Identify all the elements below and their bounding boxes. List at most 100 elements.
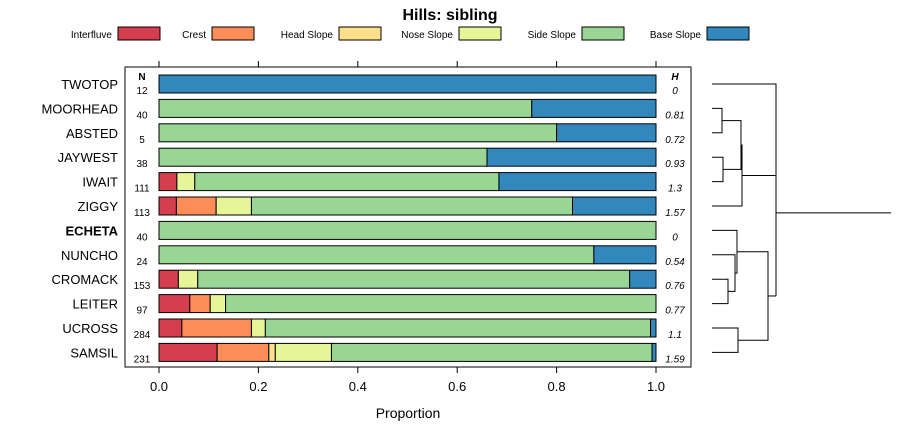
dendro-jaywest-iwait [712, 156, 724, 183]
bar-segment-6-4 [158, 220, 657, 240]
h-column-header: H [671, 72, 679, 83]
bar-segment-3-5 [486, 147, 657, 167]
row-label-8: CROMACK [52, 272, 119, 287]
bar-segment-1-5 [531, 98, 657, 118]
legend-label-2: Head Slope [281, 30, 334, 41]
dendro-cromack-leiter [712, 278, 729, 305]
dendro-group-a [722, 120, 742, 170]
legend-swatch-1 [211, 26, 255, 41]
row-label-6: ECHETA [66, 223, 119, 238]
bar-segment-8-4 [197, 269, 631, 289]
row-n-3: 38 [136, 159, 148, 170]
bar-segment-9-3 [209, 294, 227, 314]
bar-segment-9-4 [225, 294, 657, 314]
bar-segment-8-0 [158, 269, 179, 289]
bar-segment-10-5 [650, 318, 657, 338]
bar-segment-5-0 [158, 196, 177, 216]
bar-segment-5-5 [572, 196, 657, 216]
x-tick-label-3: 0.6 [448, 379, 466, 394]
legend-label-3: Nose Slope [401, 30, 453, 41]
x-axis-title: Proportion [376, 405, 441, 421]
row-n-6: 40 [136, 232, 148, 243]
x-tick-label-4: 0.8 [548, 379, 566, 394]
dendro-nuncho [712, 254, 736, 292]
dendro-group-b [737, 251, 769, 341]
n-column-header: N [138, 72, 145, 83]
bar-segment-11-5 [651, 342, 657, 362]
x-tick-label-2: 0.4 [349, 379, 367, 394]
plot-panel [124, 66, 692, 368]
row-label-2: ABSTED [66, 126, 118, 141]
row-h-0: 0 [672, 86, 678, 97]
row-label-5: ZIGGY [78, 199, 119, 214]
row-label-4: IWAIT [82, 175, 118, 190]
row-h-8: 0.76 [665, 281, 685, 292]
row-h-5: 1.57 [665, 208, 685, 219]
bar-segment-7-4 [158, 245, 595, 265]
bar-segment-11-3 [274, 342, 332, 362]
row-h-3: 0.93 [665, 159, 685, 170]
bar-segment-10-3 [250, 318, 266, 338]
dendro-echeta [712, 229, 738, 274]
row-n-10: 284 [134, 330, 151, 341]
row-label-3: JAYWEST [58, 150, 118, 165]
bar-segment-5-1 [175, 196, 217, 216]
row-n-2: 5 [139, 135, 145, 146]
row-n-1: 40 [136, 110, 148, 121]
legend-swatch-2 [338, 26, 382, 41]
bar-segment-8-5 [629, 269, 657, 289]
legend-label-5: Base Slope [650, 30, 702, 41]
row-h-4: 1.3 [668, 184, 682, 195]
row-label-11: SAMSIL [70, 345, 118, 360]
legend-swatch-0 [117, 26, 161, 41]
bar-segment-11-4 [330, 342, 653, 362]
bar-segment-2-4 [158, 123, 558, 143]
row-n-5: 113 [134, 208, 150, 219]
bar-segment-4-3 [176, 172, 196, 192]
bar-segment-11-1 [216, 342, 270, 362]
row-h-2: 0.72 [665, 135, 685, 146]
legend-swatch-5 [706, 26, 750, 41]
row-label-1: MOORHEAD [41, 101, 118, 116]
legend-label-1: Crest [182, 30, 206, 41]
row-label-9: LEITER [72, 297, 118, 312]
bar-rows: TWOTOP 12 0 MOORHEAD 40 0.81 ABSTED 5 0.72 JAYWES… [41, 74, 685, 365]
row-label-0: TWOTOP [61, 77, 118, 92]
row-h-1: 0.81 [665, 110, 684, 121]
chart-title: Hills: sibling [402, 7, 497, 24]
dendro-moorhead-absted [712, 107, 723, 134]
row-n-7: 24 [136, 257, 148, 268]
x-tick-label-1: 0.2 [249, 379, 267, 394]
legend-label-4: Side Slope [528, 30, 577, 41]
row-n-4: 111 [134, 184, 150, 195]
legend-swatch-4 [581, 26, 625, 41]
row-n-8: 153 [134, 281, 151, 292]
bar-segment-9-1 [189, 294, 211, 314]
row-n-11: 231 [134, 354, 151, 365]
bar-segment-11-2 [268, 342, 276, 362]
row-label-10: UCROSS [62, 321, 118, 336]
bar-segment-2-5 [556, 123, 657, 143]
dendrogram [712, 83, 891, 353]
row-h-10: 1.1 [668, 330, 682, 341]
bar-segment-5-4 [250, 196, 574, 216]
bar-segment-4-0 [158, 172, 178, 192]
row-n-9: 97 [136, 306, 148, 317]
legend-swatch-3 [458, 26, 502, 41]
bar-segment-9-0 [158, 294, 191, 314]
bar-segment-11-0 [158, 342, 218, 362]
row-label-7: NUNCHO [61, 248, 118, 263]
bar-segment-8-3 [177, 269, 199, 289]
dendro-ziggy [712, 144, 743, 207]
bar-segment-1-4 [158, 98, 533, 118]
bar-segment-3-4 [158, 147, 488, 167]
row-h-11: 1.59 [665, 354, 685, 365]
x-tick-label-5: 1.0 [647, 379, 665, 394]
x-tick-label-0: 0.0 [150, 379, 168, 394]
row-n-0: 12 [136, 86, 148, 97]
bar-segment-0-5 [158, 74, 657, 94]
bar-segment-10-1 [181, 318, 252, 338]
bar-segment-5-3 [215, 196, 252, 216]
legend-label-0: Interfluve [71, 30, 113, 41]
